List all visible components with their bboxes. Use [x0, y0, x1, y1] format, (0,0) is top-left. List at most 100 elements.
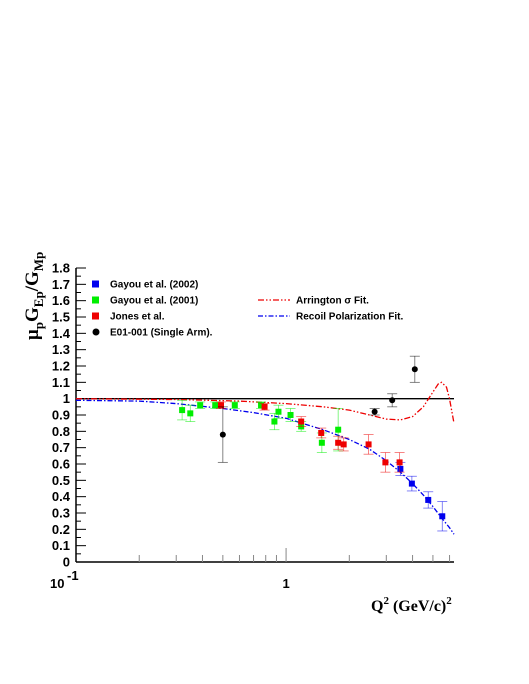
x-title-units: (GeV/c) — [393, 598, 446, 615]
y-tick-label: 1.1 — [52, 375, 70, 390]
y-title-Ep-sub: Ep — [31, 291, 46, 307]
x-axis-ticks: 10-1 1 — [50, 548, 451, 591]
data-point — [217, 406, 228, 463]
point-marker — [217, 402, 224, 409]
y-tick-label: 1.3 — [52, 342, 70, 357]
data-point — [409, 355, 420, 383]
point-marker — [261, 403, 268, 410]
point-marker — [365, 441, 372, 448]
y-tick-label: 0.1 — [52, 538, 70, 553]
y-tick-label: 0.6 — [52, 457, 70, 472]
y-tick-label: 0.7 — [52, 440, 70, 455]
legend-marker — [92, 280, 99, 288]
y-tick-label: 0.9 — [52, 408, 70, 423]
y-tick-label: 0 — [63, 555, 70, 570]
point-marker — [396, 459, 403, 466]
point-marker — [425, 496, 432, 503]
data-point — [369, 408, 380, 416]
legend-label: Jones et al. — [110, 312, 165, 323]
data-point — [177, 399, 188, 421]
svg-text:Q2(GeV/c)2: Q2 (GeV/c)2 — [371, 595, 452, 615]
y-tick-label: 0.5 — [52, 473, 70, 488]
legend-label: Gayou et al. (2002) — [110, 280, 198, 291]
point-marker — [389, 397, 396, 404]
legend-label: Recoil Polarization Fit. — [296, 312, 403, 323]
point-marker — [335, 426, 342, 433]
data-point — [363, 434, 374, 455]
y-tick-label: 0.2 — [52, 522, 70, 537]
legend-label: E01-001 (Single Arm). — [110, 328, 213, 339]
point-marker — [335, 439, 342, 446]
x-title-power: 2 — [383, 595, 389, 607]
data-point — [387, 393, 398, 408]
point-marker — [318, 439, 325, 446]
y-tick-label: 1.5 — [52, 310, 70, 325]
y-axis-ticks: 00.10.20.30.40.50.60.70.80.911.11.21.31.… — [52, 261, 86, 570]
legend-marker — [92, 312, 99, 320]
y-title-slash: / — [22, 285, 43, 292]
point-marker — [411, 366, 418, 373]
y-title-p-sub: p — [31, 322, 46, 329]
point-marker — [397, 465, 404, 472]
y-tick-label: 1.2 — [52, 359, 70, 374]
legend-marker — [92, 328, 100, 336]
y-tick-label: 0.4 — [52, 489, 71, 504]
point-marker — [408, 480, 415, 487]
x-title-Q: Q — [371, 598, 383, 615]
y-tick-label: 1.4 — [52, 326, 71, 341]
y-tick-label: 0.8 — [52, 424, 70, 439]
point-marker — [271, 418, 278, 425]
point-marker — [212, 402, 219, 409]
y-title-G2: G — [22, 271, 43, 286]
recoil-fit-line — [75, 399, 455, 535]
fit-curves — [75, 381, 455, 535]
data-point — [406, 475, 417, 492]
legend: Gayou et al. (2002) Gayou et al. (2001) Jo… — [92, 280, 403, 339]
data-point — [316, 427, 327, 439]
y-tick-label: 0.3 — [52, 506, 70, 521]
y-tick-label: 1.8 — [52, 261, 70, 276]
data-point — [423, 491, 434, 509]
point-marker — [187, 410, 194, 417]
y-title-G: G — [22, 307, 43, 322]
data-point — [185, 404, 196, 422]
point-marker — [258, 402, 265, 409]
legend-marker — [92, 296, 99, 304]
point-marker — [197, 402, 204, 409]
y-title-Mp-sub: Mp — [31, 252, 46, 272]
y-title-mu: μ — [22, 329, 43, 340]
x-title-units-power: 2 — [446, 595, 452, 607]
data-point — [338, 437, 349, 452]
point-marker — [179, 407, 186, 414]
x-tick-label-one: 1 — [282, 576, 289, 591]
y-tick-label: 1.7 — [52, 277, 70, 292]
x-tick-label-exponent: -1 — [67, 568, 79, 583]
data-point — [269, 412, 280, 431]
data-points — [177, 355, 448, 532]
data-point — [296, 416, 307, 427]
point-marker — [371, 408, 378, 415]
point-marker — [318, 429, 325, 436]
data-point — [256, 401, 267, 409]
legend-label: Arrington σ Fit. — [296, 296, 369, 307]
data-point — [333, 435, 344, 450]
point-marker — [439, 513, 446, 520]
data-point — [394, 452, 405, 473]
y-axis-title: μpGEp/GMp — [22, 252, 46, 340]
data-point — [285, 408, 296, 422]
point-marker — [298, 418, 305, 425]
x-axis-title: Q2 (GeV/c)2 — [371, 595, 452, 615]
point-marker — [231, 402, 238, 409]
data-point — [215, 401, 226, 409]
y-tick-label: 1.6 — [52, 293, 70, 308]
data-point — [437, 501, 448, 532]
svg-text:μpGEp/GMp: μpGEp/GMp — [22, 252, 46, 340]
x-tick-label-base: 10 — [50, 576, 64, 591]
arrington-fit-line — [75, 381, 455, 424]
point-marker — [340, 441, 347, 448]
data-point — [380, 452, 391, 473]
legend-label: Gayou et al. (2001) — [110, 296, 198, 307]
data-point — [195, 401, 206, 409]
data-point — [229, 401, 240, 409]
